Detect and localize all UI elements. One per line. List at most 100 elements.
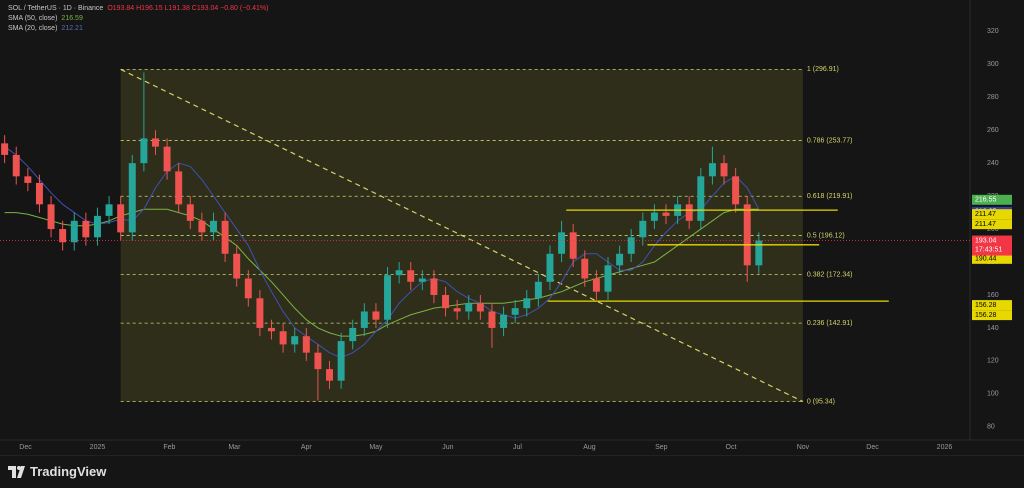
- x-tick-label: Oct: [726, 444, 737, 451]
- hline-label: 211.47: [975, 221, 996, 228]
- x-tick-label: Aug: [583, 444, 596, 451]
- candle-body: [59, 229, 67, 243]
- sma-name: SMA (50, close): [8, 15, 58, 22]
- symbol: SOL / TetherUS · 1D · Binance: [8, 5, 104, 12]
- candle-body: [163, 146, 171, 172]
- candle-body: [407, 270, 415, 282]
- sma-name: SMA (20, close): [8, 25, 58, 32]
- price-label-bg: [972, 194, 1012, 205]
- candle-body: [592, 278, 600, 292]
- x-tick-label: Jul: [513, 444, 522, 451]
- y-tick-label: 80: [987, 424, 995, 431]
- hline-label-bg: [972, 300, 1012, 311]
- y-tick-label: 240: [987, 160, 999, 167]
- hline-label-bg: [972, 310, 1012, 321]
- last-price-label: 193.04: [975, 237, 997, 244]
- x-tick-label: May: [369, 444, 383, 451]
- candle-body: [105, 204, 113, 216]
- y-tick-label: 140: [987, 325, 999, 332]
- candle-body: [604, 265, 612, 292]
- candle-body: [650, 212, 658, 221]
- sma-legend: SMA (50, close) 216.59: [8, 14, 268, 24]
- candle-body: [140, 138, 148, 164]
- candle-body: [279, 331, 287, 345]
- x-tick-label: Nov: [797, 444, 810, 451]
- candle-body: [476, 303, 484, 312]
- candle-body: [349, 327, 357, 342]
- hline-label: 156.28: [975, 302, 997, 309]
- candle-body: [70, 220, 78, 243]
- candle-body: [12, 154, 20, 177]
- candle-body: [685, 204, 693, 221]
- candle-body: [558, 232, 566, 254]
- candle-body: [453, 308, 461, 312]
- hline-label: 190.44: [975, 256, 997, 263]
- y-tick-label: 280: [987, 94, 999, 101]
- hline-label: 211.47: [975, 211, 996, 218]
- x-tick-label: Sep: [655, 444, 668, 451]
- x-tick-label: 2026: [937, 444, 953, 451]
- candle-body: [210, 220, 217, 233]
- fib-label: 1 (296.91): [807, 66, 839, 73]
- candle-body: [117, 204, 125, 233]
- candle-body: [616, 253, 624, 266]
- chart-legend: SOL / TetherUS · 1D · Binance O193.84 H19…: [8, 4, 268, 34]
- hline-label-bg: [972, 209, 1012, 220]
- y-tick-label: 260: [987, 127, 999, 134]
- candle-body: [268, 327, 275, 332]
- candle-body: [384, 275, 392, 320]
- fib-label: 0.786 (253.77): [807, 137, 853, 144]
- x-tick-label: Mar: [228, 444, 241, 451]
- candle-body: [546, 253, 554, 282]
- candle-body: [720, 163, 728, 177]
- candle-body: [221, 220, 229, 254]
- countdown: 17:43:51: [975, 246, 1002, 253]
- candle-body: [534, 281, 542, 299]
- candle-body: [314, 352, 322, 370]
- candle-body: [372, 311, 380, 320]
- x-tick-label: Dec: [866, 444, 879, 451]
- candle-body: [337, 341, 345, 381]
- candle-body: [47, 204, 55, 230]
- y-tick-label: 160: [987, 292, 999, 299]
- candle-body: [82, 220, 90, 238]
- candle-body: [256, 298, 264, 328]
- sma-value: 212.21: [61, 25, 83, 32]
- y-tick-label: 300: [987, 61, 999, 68]
- y-tick-label: 200: [987, 226, 999, 233]
- candle-body: [395, 270, 403, 276]
- candle-body: [488, 311, 496, 328]
- candle-body: [708, 163, 716, 177]
- candle-body: [755, 240, 763, 266]
- fib-label: 0.618 (219.91): [807, 193, 853, 200]
- candle-body: [151, 138, 159, 147]
- candle-body: [627, 237, 635, 254]
- candle-body: [1, 143, 9, 155]
- fib-label: 0 (95.34): [807, 398, 835, 405]
- brand: TradingView: [30, 464, 107, 479]
- candle-body: [35, 182, 43, 205]
- candle-body: [697, 176, 705, 221]
- x-tick-label: Dec: [19, 444, 32, 451]
- price-label: 216.55: [975, 197, 997, 204]
- candle-body: [662, 212, 670, 216]
- x-tick-label: Jun: [442, 444, 453, 451]
- sma-value: 216.59: [61, 15, 83, 22]
- hline-label-bg: [972, 253, 1012, 264]
- x-tick-label: Apr: [301, 444, 313, 451]
- trend-line: [120, 68, 804, 403]
- candle-body: [175, 171, 183, 205]
- fib-label: 0.236 (142.91): [807, 320, 853, 327]
- candle-body: [511, 308, 519, 315]
- footer: TradingView: [0, 455, 1024, 488]
- hline-label: 156.28: [975, 312, 997, 319]
- chart: 1 (296.91) 0.786 (253.77) 0.618 (219.91) 0.…: [0, 0, 1024, 451]
- candle-body: [198, 220, 206, 233]
- candle-body: [465, 303, 473, 312]
- candle-body: [326, 369, 334, 381]
- fib-label: 0.5 (196.12): [807, 232, 845, 239]
- candle-body: [418, 278, 426, 282]
- ohlc: O193.84 H196.15 L191.38 C193.04 −0.80 (−…: [107, 5, 269, 12]
- candle-body: [500, 314, 508, 328]
